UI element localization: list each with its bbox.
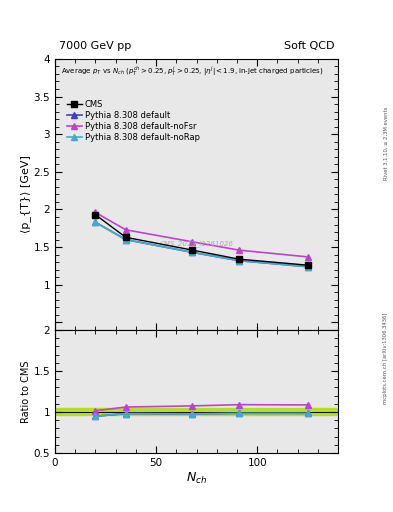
Pythia 8.308 default-noRap bbox=[93, 219, 98, 225]
Pythia 8.308 default-noRap bbox=[305, 264, 310, 270]
Text: 7000 GeV pp: 7000 GeV pp bbox=[59, 41, 131, 51]
Pythia 8.308 default bbox=[190, 249, 195, 255]
CMS bbox=[237, 256, 241, 262]
Pythia 8.308 default-noFsr bbox=[190, 239, 195, 245]
Pythia 8.308 default-noRap bbox=[190, 249, 195, 255]
Pythia 8.308 default-noRap bbox=[123, 237, 128, 243]
Pythia 8.308 default-noRap bbox=[237, 258, 241, 264]
Pythia 8.308 default-noFsr bbox=[237, 247, 241, 253]
Text: mcplots.cern.ch [arXiv:1306.3436]: mcplots.cern.ch [arXiv:1306.3436] bbox=[383, 313, 388, 404]
Pythia 8.308 default-noFsr bbox=[305, 254, 310, 260]
Legend: CMS, Pythia 8.308 default, Pythia 8.308 default-noFsr, Pythia 8.308 default-noRa: CMS, Pythia 8.308 default, Pythia 8.308 … bbox=[65, 98, 202, 144]
Pythia 8.308 default bbox=[237, 258, 241, 264]
X-axis label: $N_{ch}$: $N_{ch}$ bbox=[186, 471, 207, 486]
CMS bbox=[190, 247, 195, 253]
Y-axis label: ⟨p_{T}⟩ [GeV]: ⟨p_{T}⟩ [GeV] bbox=[20, 156, 31, 233]
CMS bbox=[93, 211, 98, 218]
Text: Rivet 3.1.10, ≥ 2.3M events: Rivet 3.1.10, ≥ 2.3M events bbox=[383, 106, 388, 180]
Text: CMS_2013_I1261026: CMS_2013_I1261026 bbox=[160, 240, 233, 247]
CMS bbox=[123, 234, 128, 241]
Line: Pythia 8.308 default: Pythia 8.308 default bbox=[93, 220, 310, 269]
Text: Soft QCD: Soft QCD bbox=[284, 41, 334, 51]
Text: Average $p_T$ vs $N_{ch}$ ($p_T^{ch}$$>$0.25, $p_T^j$$>$0.25, $|\eta^j|$$<$1.9, : Average $p_T$ vs $N_{ch}$ ($p_T^{ch}$$>$… bbox=[61, 65, 323, 78]
Pythia 8.308 default-noFsr bbox=[93, 209, 98, 216]
Line: CMS: CMS bbox=[92, 211, 311, 268]
Pythia 8.308 default-noFsr bbox=[123, 227, 128, 233]
Pythia 8.308 default bbox=[305, 264, 310, 270]
Y-axis label: Ratio to CMS: Ratio to CMS bbox=[21, 360, 31, 423]
Line: Pythia 8.308 default-noFsr: Pythia 8.308 default-noFsr bbox=[93, 210, 310, 260]
CMS bbox=[305, 262, 310, 268]
Pythia 8.308 default bbox=[93, 219, 98, 225]
Line: Pythia 8.308 default-noRap: Pythia 8.308 default-noRap bbox=[93, 220, 310, 269]
Pythia 8.308 default bbox=[123, 237, 128, 243]
